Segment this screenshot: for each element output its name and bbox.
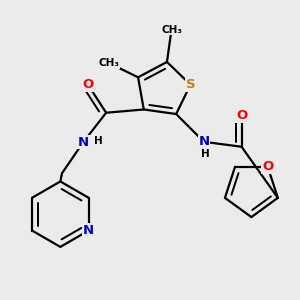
Text: O: O — [82, 78, 94, 92]
Text: N: N — [83, 224, 94, 237]
Text: N: N — [198, 135, 209, 148]
Text: S: S — [186, 78, 195, 91]
Text: O: O — [262, 160, 273, 173]
Text: H: H — [201, 149, 210, 159]
Text: CH₃: CH₃ — [98, 58, 119, 68]
Text: H: H — [94, 136, 102, 146]
Text: N: N — [78, 136, 89, 149]
Text: O: O — [236, 109, 247, 122]
Text: CH₃: CH₃ — [161, 25, 182, 34]
